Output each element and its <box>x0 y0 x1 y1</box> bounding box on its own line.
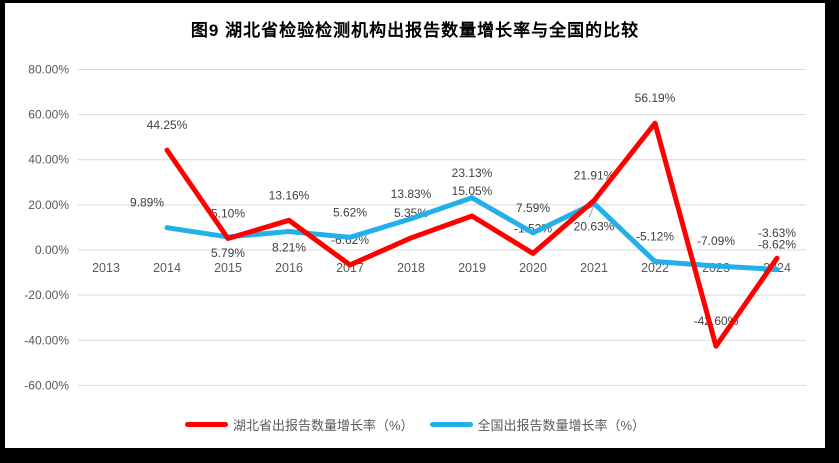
data-label: -42.60% <box>694 314 739 328</box>
national-series-line-swatch <box>429 422 473 427</box>
x-axis-tick-label: 2021 <box>580 261 608 275</box>
data-label: 15.05% <box>452 184 493 198</box>
data-label: -7.09% <box>697 234 735 248</box>
y-axis-tick-label: -60.00% <box>24 378 69 392</box>
data-label: 21.91% <box>574 169 615 183</box>
y-axis-tick-label: -20.00% <box>24 288 69 302</box>
x-axis-tick-label: 2014 <box>153 261 181 275</box>
y-axis-tick-label: 40.00% <box>28 153 69 167</box>
y-axis-tick-label: 20.00% <box>28 198 69 212</box>
data-label: -3.63% <box>758 226 796 240</box>
data-label-leader-line <box>588 205 595 218</box>
y-axis-tick-label: 80.00% <box>28 62 69 76</box>
x-axis-tick-label: 2018 <box>397 261 425 275</box>
legend-label-national: 全国出报告数量增长率（%） <box>477 418 646 433</box>
data-label: -5.12% <box>636 230 674 244</box>
data-label: 5.79% <box>211 246 245 260</box>
data-label: 5.62% <box>333 205 367 219</box>
data-label: 23.13% <box>452 166 493 180</box>
legend-label-hubei: 湖北省出报告数量增长率（%） <box>232 418 414 433</box>
chart-page: 图9 湖北省检验检测机构出报告数量增长率与全国的比较 80.00% 60.00% 4… <box>5 3 825 448</box>
data-label: -8.62% <box>758 237 796 251</box>
legend: 湖北省出报告数量增长率（%） 全国出报告数量增长率（%） <box>5 415 825 434</box>
data-label: 13.16% <box>269 188 310 202</box>
y-axis-tick-label: 0.00% <box>35 243 69 257</box>
legend-item-hubei: 湖北省出报告数量增长率（%） <box>184 415 414 434</box>
x-axis-tick-label: 2019 <box>458 261 486 275</box>
data-label: 44.25% <box>147 118 188 132</box>
data-label: 20.63% <box>574 219 615 233</box>
hubei-series-line <box>164 120 780 349</box>
x-axis-tick-label: 2013 <box>92 261 120 275</box>
y-axis-tick-label: -40.00% <box>24 333 69 347</box>
national-series-line <box>164 195 780 272</box>
hubei-series-line-swatch <box>184 422 228 427</box>
chart-title: 图9 湖北省检验检测机构出报告数量增长率与全国的比较 <box>190 21 640 40</box>
x-axis-tick-label: 2015 <box>214 261 242 275</box>
legend-item-national: 全国出报告数量增长率（%） <box>429 415 646 434</box>
data-label: 7.59% <box>516 201 550 215</box>
data-label: 8.21% <box>272 240 306 254</box>
plot-area: 80.00% 60.00% 40.00% 20.00% 0.00% -20.00% -40.… <box>24 62 806 392</box>
data-label: 13.83% <box>391 187 432 201</box>
data-label: 5.10% <box>211 206 245 220</box>
x-axis-tick-label: 2020 <box>519 261 547 275</box>
x-axis-tick-label: 2016 <box>275 261 303 275</box>
data-label: 56.19% <box>635 91 676 105</box>
data-label: 9.89% <box>130 196 164 210</box>
y-axis-tick-label: 60.00% <box>28 108 69 122</box>
